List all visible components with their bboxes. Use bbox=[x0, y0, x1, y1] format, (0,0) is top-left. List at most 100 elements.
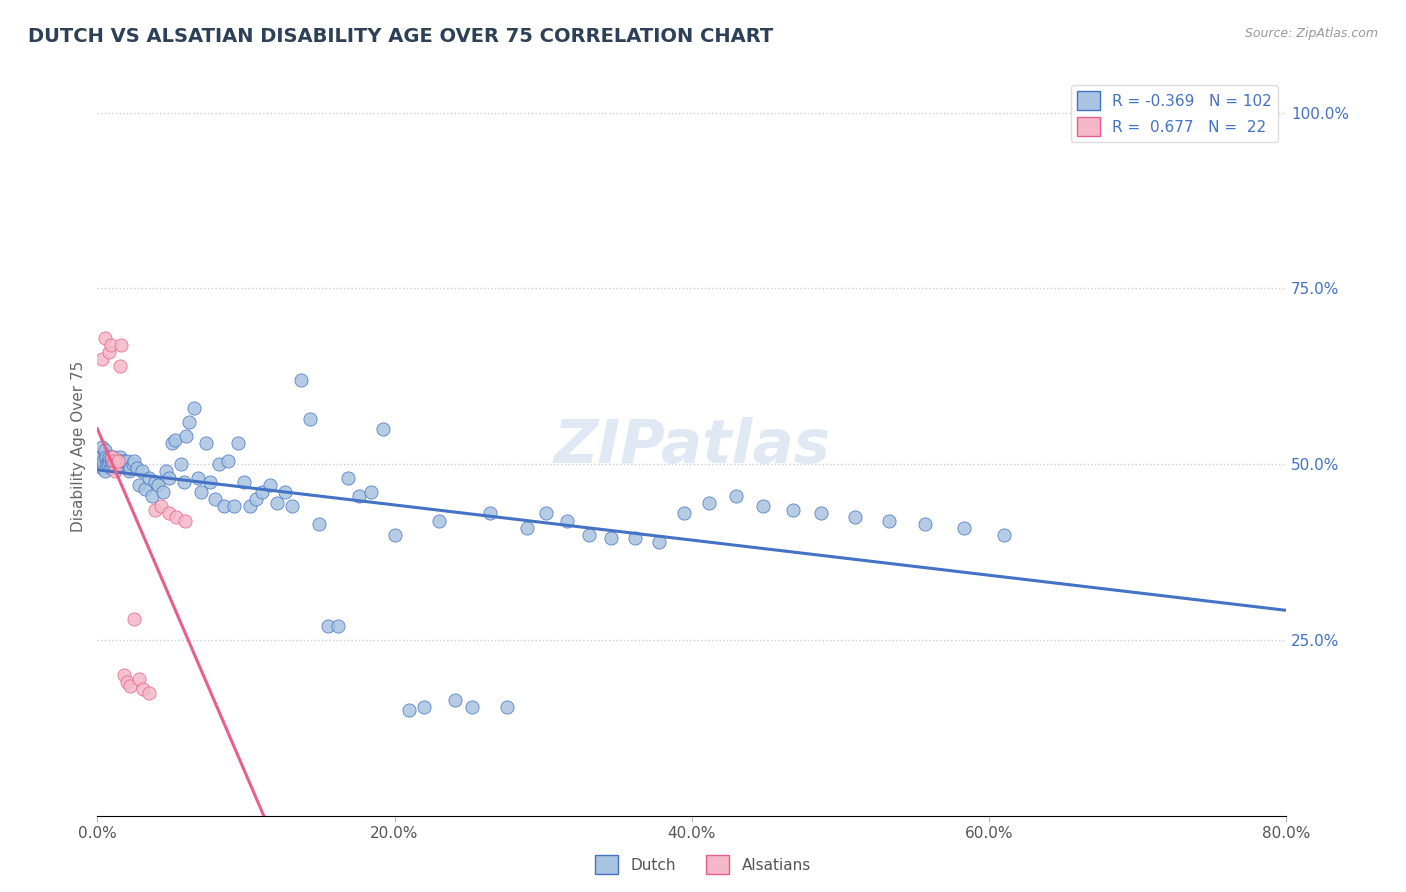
Point bbox=[107, 454, 129, 468]
Point bbox=[128, 478, 150, 492]
Point bbox=[245, 492, 267, 507]
Point bbox=[413, 699, 436, 714]
Point bbox=[94, 447, 117, 461]
Point bbox=[155, 464, 177, 478]
Point bbox=[143, 475, 166, 489]
Y-axis label: Disability Age Over 75: Disability Age Over 75 bbox=[72, 361, 86, 533]
Legend: Dutch, Alsatians: Dutch, Alsatians bbox=[589, 849, 817, 880]
Point bbox=[131, 464, 153, 478]
Point bbox=[96, 450, 118, 465]
Point bbox=[398, 703, 420, 717]
Point bbox=[98, 344, 121, 359]
Point bbox=[673, 507, 696, 521]
Point bbox=[98, 450, 121, 465]
Point bbox=[578, 527, 600, 541]
Point bbox=[163, 433, 186, 447]
Point bbox=[108, 450, 131, 465]
Point bbox=[555, 514, 578, 528]
Point bbox=[699, 496, 721, 510]
Point bbox=[316, 619, 339, 633]
Point bbox=[108, 359, 131, 373]
Point bbox=[337, 471, 360, 485]
Point bbox=[212, 500, 235, 514]
Point bbox=[103, 454, 125, 468]
Point bbox=[228, 436, 250, 450]
Point bbox=[266, 496, 288, 510]
Point bbox=[124, 454, 146, 468]
Point bbox=[165, 510, 187, 524]
Point bbox=[110, 337, 132, 351]
Point bbox=[127, 460, 149, 475]
Point bbox=[179, 415, 201, 429]
Point bbox=[496, 699, 519, 714]
Point bbox=[100, 450, 122, 465]
Point bbox=[122, 457, 145, 471]
Point bbox=[115, 675, 138, 690]
Point bbox=[298, 411, 321, 425]
Point bbox=[233, 475, 256, 489]
Point bbox=[101, 457, 124, 471]
Point bbox=[118, 460, 141, 475]
Point bbox=[91, 454, 114, 468]
Point bbox=[101, 454, 124, 468]
Point bbox=[259, 478, 281, 492]
Point bbox=[782, 503, 804, 517]
Point bbox=[143, 503, 166, 517]
Point bbox=[217, 454, 239, 468]
Point bbox=[183, 401, 205, 415]
Text: ZIPatlas: ZIPatlas bbox=[553, 417, 830, 476]
Point bbox=[91, 457, 114, 471]
Point bbox=[478, 507, 501, 521]
Point bbox=[810, 507, 832, 521]
Point bbox=[110, 454, 132, 468]
Point bbox=[173, 475, 195, 489]
Point bbox=[112, 668, 135, 682]
Point bbox=[141, 489, 163, 503]
Point bbox=[97, 454, 120, 468]
Point bbox=[347, 489, 370, 503]
Point bbox=[326, 619, 349, 633]
Point bbox=[187, 471, 209, 485]
Point bbox=[94, 464, 117, 478]
Point bbox=[105, 457, 128, 471]
Point bbox=[239, 500, 262, 514]
Point bbox=[600, 531, 623, 545]
Point bbox=[993, 527, 1015, 541]
Legend: R = -0.369   N = 102, R =  0.677   N =  22: R = -0.369 N = 102, R = 0.677 N = 22 bbox=[1071, 85, 1278, 142]
Point bbox=[90, 460, 112, 475]
Point bbox=[104, 454, 127, 468]
Point bbox=[118, 679, 141, 693]
Point bbox=[461, 699, 484, 714]
Point bbox=[648, 534, 671, 549]
Point bbox=[112, 454, 135, 468]
Point bbox=[176, 429, 198, 443]
Point bbox=[128, 672, 150, 686]
Point bbox=[115, 454, 138, 468]
Point bbox=[132, 682, 155, 697]
Point bbox=[208, 457, 231, 471]
Point bbox=[107, 454, 129, 468]
Point bbox=[534, 507, 557, 521]
Point bbox=[90, 351, 112, 366]
Point bbox=[111, 457, 134, 471]
Point bbox=[117, 464, 139, 478]
Point bbox=[914, 516, 936, 531]
Point bbox=[281, 500, 304, 514]
Point bbox=[104, 464, 127, 478]
Point bbox=[194, 436, 217, 450]
Point bbox=[100, 337, 122, 351]
Point bbox=[169, 457, 191, 471]
Text: Source: ZipAtlas.com: Source: ZipAtlas.com bbox=[1244, 27, 1378, 40]
Point bbox=[96, 454, 118, 468]
Point bbox=[360, 485, 382, 500]
Point bbox=[94, 331, 117, 345]
Point bbox=[200, 475, 222, 489]
Point bbox=[98, 454, 121, 468]
Point bbox=[138, 686, 160, 700]
Point bbox=[174, 514, 197, 528]
Point bbox=[725, 489, 748, 503]
Point bbox=[90, 440, 112, 454]
Point bbox=[89, 450, 111, 465]
Point bbox=[624, 531, 647, 545]
Text: DUTCH VS ALSATIAN DISABILITY AGE OVER 75 CORRELATION CHART: DUTCH VS ALSATIAN DISABILITY AGE OVER 75… bbox=[28, 27, 773, 45]
